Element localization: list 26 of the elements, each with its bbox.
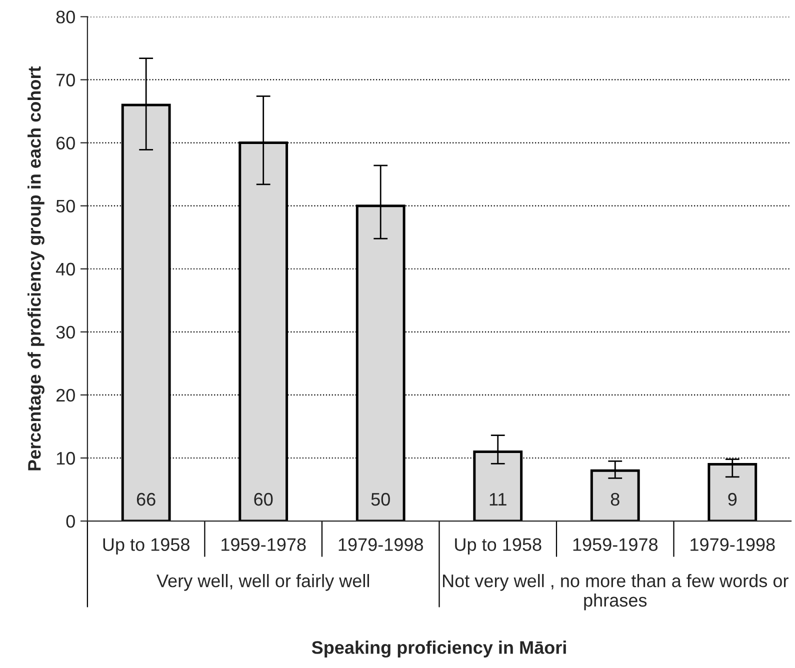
y-tick-label: 60 xyxy=(56,136,75,150)
x-tick-label: Up to 1958 xyxy=(455,538,542,555)
data-label: 11 xyxy=(490,493,506,506)
data-label: 60 xyxy=(254,492,273,506)
x-tick-label: 1959-1978 xyxy=(222,538,306,551)
bar xyxy=(708,463,758,522)
y-tick-label: 80 xyxy=(56,10,75,24)
y-tick-label: 40 xyxy=(56,262,75,276)
data-label: 50 xyxy=(371,492,390,506)
text: Very well, well or fairly well xyxy=(156,574,369,591)
y-tick-label: 70 xyxy=(56,74,75,86)
text: Not very well , no more than a few words or phrases xyxy=(443,574,788,610)
data-label: 8 xyxy=(610,492,620,506)
y-tick-label: 0 xyxy=(66,514,75,528)
data-label: 9 xyxy=(728,492,737,506)
y-tick-label: 10 xyxy=(56,452,75,465)
x-tick-label: 1979-1998 xyxy=(338,538,423,551)
y-tick-label: 20 xyxy=(56,388,75,402)
x-tick-label: Up to 1958 xyxy=(103,538,190,555)
y-axis-title: Percentage of proficiency group in each cohort xyxy=(28,66,44,470)
x-tick-label: 1959-1978 xyxy=(573,538,658,551)
y-tick-label: 30 xyxy=(56,326,75,339)
x-axis-title: Speaking proficiency in Māori xyxy=(312,640,566,658)
x-tick-label: 1979-1998 xyxy=(690,538,775,551)
y-tick-label: 50 xyxy=(56,200,75,213)
data-label: 66 xyxy=(136,492,156,506)
